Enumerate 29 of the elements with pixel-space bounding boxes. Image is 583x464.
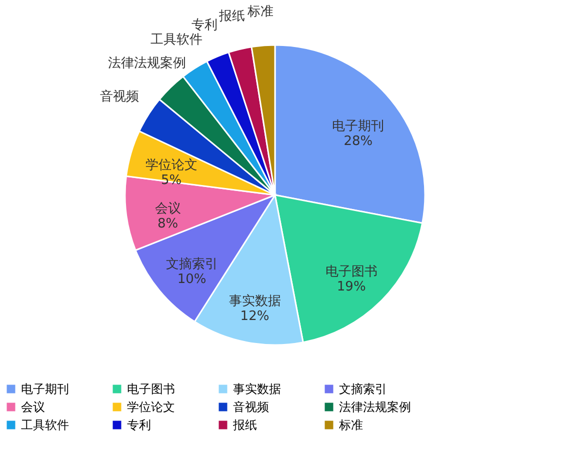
slice-label: 工具软件	[150, 32, 202, 48]
legend-label: 学位论文	[127, 400, 175, 414]
legend-label: 标准	[338, 418, 363, 432]
slice-label: 学位论文	[145, 158, 198, 173]
slice-label: 事实数据	[228, 294, 281, 310]
data-label: 12%	[240, 309, 270, 324]
legend-label: 报纸	[232, 418, 257, 432]
slice-label: 标准	[246, 4, 274, 20]
legend-label: 电子图书	[127, 382, 175, 396]
slice-label: 法律法规案例	[108, 54, 186, 71]
slice-label: 会议	[154, 202, 181, 217]
legend-label: 工具软件	[21, 418, 69, 432]
legend-label: 文摘索引	[339, 382, 387, 396]
legend-label: 音视频	[233, 400, 269, 414]
data-label: 28%	[344, 134, 373, 150]
data-label: 8%	[158, 216, 178, 232]
legend-label: 电子期刊	[21, 382, 69, 396]
legend-label: 事实数据	[233, 382, 281, 396]
slice-label: 报纸	[218, 9, 246, 24]
legend-label: 法律法规案例	[339, 400, 411, 414]
legend-label: 专利	[127, 418, 151, 432]
slice-label: 专利	[192, 18, 218, 34]
slice-label: 文摘索引	[166, 256, 218, 272]
legend-label: 会议	[21, 400, 45, 414]
data-label: 10%	[177, 272, 206, 287]
slice-label: 音视频	[100, 89, 140, 104]
slice-label: 电子图书	[325, 264, 378, 280]
data-label: 19%	[336, 279, 366, 294]
slice-label: 电子期刊	[332, 119, 384, 134]
